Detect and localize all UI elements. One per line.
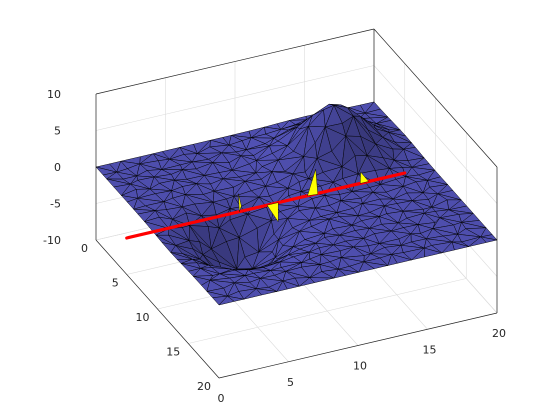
intersection-marker [307,168,319,197]
mesh-triangle [358,261,375,273]
x-tick-label: 5 [287,376,294,389]
mesh-triangle [333,268,346,279]
y-tick-label: 20 [197,380,211,393]
y-tick-label: 5 [112,277,119,290]
x-tick-label: 20 [492,327,506,340]
intersection-marker [238,193,242,212]
mesh-triangle [411,247,425,261]
x-tick-label: 0 [218,392,225,405]
y-tick-label: 10 [136,311,150,324]
mesh-triangle [441,241,455,254]
axis-box-edge [95,28,375,95]
z-tick-label: -5 [50,198,61,211]
mesh-surface [95,101,498,306]
z-tick-label: 10 [47,88,61,101]
mesh-triangle [243,288,262,300]
axis-box-edge [373,28,498,168]
y-tick-label: 15 [166,346,180,359]
cut-line-layer [125,168,407,240]
z-tick-label: 5 [54,125,61,138]
mesh-triangle [276,280,288,292]
grid-line [188,278,467,344]
x-tick-label: 15 [423,343,437,356]
mesh-triangle [298,277,315,287]
mesh-triangle [218,295,235,306]
grid-line [95,65,375,131]
axis-box-edge [95,239,220,379]
z-tick-label: 0 [54,161,61,174]
intersection-marker [266,202,279,223]
axis-box-edge [218,312,498,379]
cut-line [125,171,407,240]
intersection-marker [360,171,369,184]
mesh-triangle [468,236,487,247]
mesh-triangle [387,254,398,266]
y-tick-label: 0 [81,242,88,255]
z-tick-label: -10 [43,234,61,247]
tick-labels: 10 5 0 -5 -10 0 5 10 15 20 0 5 10 15 20 [43,88,506,405]
grid-line [373,65,498,204]
x-tick-label: 10 [353,360,367,373]
